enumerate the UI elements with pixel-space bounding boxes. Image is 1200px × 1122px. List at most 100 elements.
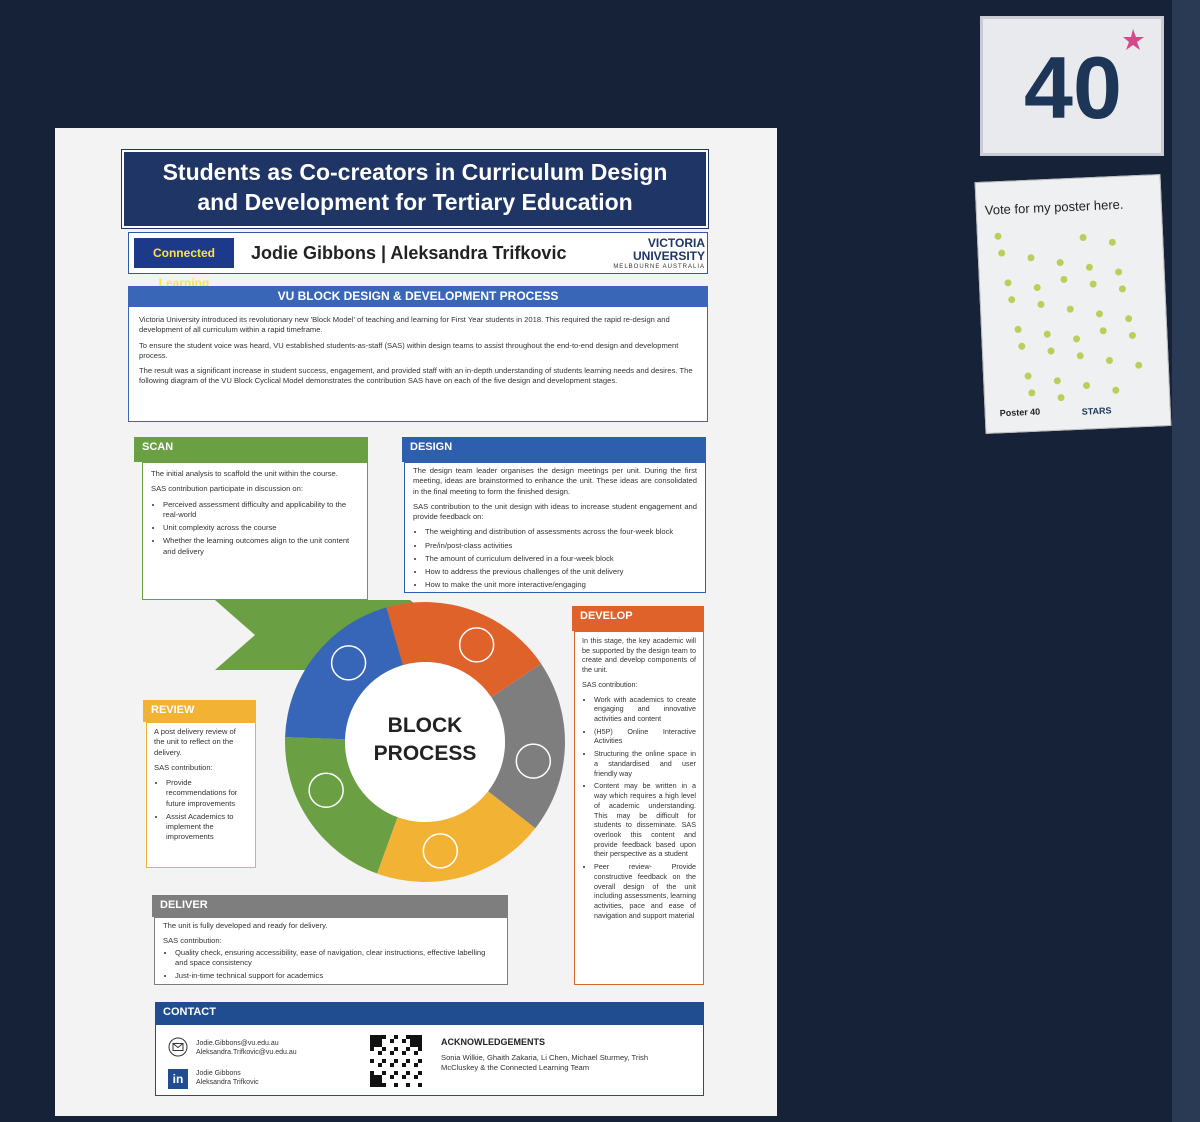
list-item: Jodie.Gibbons@vu.edu.au [196, 1040, 279, 1047]
review-box: A post delivery review of the unit to re… [146, 722, 256, 868]
vote-star [1056, 259, 1064, 267]
qr-cell [370, 1039, 374, 1043]
qr-cell [382, 1035, 386, 1039]
linkedin-list: Jodie Gibbons Aleksandra Trifkovic [196, 1069, 259, 1088]
qr-code [370, 1035, 422, 1087]
vote-star [994, 232, 1002, 240]
qr-cell [394, 1083, 398, 1087]
develop-label: SAS contribution: [582, 679, 638, 689]
ring-segment [386, 602, 542, 698]
qr-cell [406, 1047, 410, 1051]
vote-star [1014, 325, 1022, 333]
qr-cell [418, 1039, 422, 1043]
logo-left: Connected Learning [134, 238, 234, 290]
vote-star [1008, 296, 1016, 304]
stage-icon [308, 772, 344, 808]
vote-star [1057, 394, 1065, 402]
contact-heading: CONTACT [155, 1002, 704, 1024]
ring-segment [377, 791, 536, 882]
vote-star [1085, 263, 1093, 271]
vote-star [1033, 284, 1041, 292]
stage-icon [330, 645, 367, 681]
stage-icon [458, 627, 495, 663]
qr-cell [390, 1039, 394, 1043]
list-item: Aleksandra.Trifkovic@vu.edu.au [196, 1049, 297, 1057]
qr-cell [418, 1035, 422, 1039]
email-list: Jodie.Gibbons@vu.edu.au Aleksandra.Trifko… [196, 1039, 297, 1058]
vote-star [998, 249, 1006, 257]
vote-title: Vote for my poster here. [984, 196, 1124, 218]
logo-right-place: MELBOURNE AUSTRALIA [613, 264, 705, 270]
list-item: To ensure the student voice was heard, V… [139, 340, 679, 360]
vote-star [1073, 335, 1081, 343]
qr-cell [370, 1071, 374, 1075]
contact-box: Jodie.Gibbons@vu.edu.au Aleksandra.Trifko… [155, 1024, 704, 1096]
qr-cell [390, 1063, 394, 1067]
vote-star [1099, 327, 1107, 335]
vote-logo: STARS [1081, 405, 1112, 417]
number-sign: 40 [980, 16, 1164, 156]
qr-cell [410, 1043, 414, 1047]
qr-cell [378, 1083, 382, 1087]
linkedin-icon: in [168, 1069, 188, 1089]
qr-cell [394, 1071, 398, 1075]
qr-cell [374, 1043, 378, 1047]
vote-stars [994, 232, 1143, 402]
qr-cell [382, 1071, 386, 1075]
design-heading: DESIGN [402, 437, 706, 462]
stars-icon [1123, 29, 1144, 50]
design-list: The weighting and distribution of assess… [413, 527, 697, 590]
vote-star [1135, 361, 1143, 369]
list-item: Just-in-time technical support for acade… [175, 971, 499, 981]
vote-star [1060, 275, 1068, 283]
vote-star [1089, 280, 1097, 288]
design-intro: The design team leader organises the des… [413, 466, 697, 496]
qr-cell [370, 1083, 374, 1087]
intro-text: Victoria University introduced its revol… [128, 306, 708, 422]
diagram-center: BLOCK PROCESS [373, 714, 477, 766]
ack-text: Sonia Wilkie, Ghaith Zakaria, Li Chen, M… [441, 1053, 649, 1073]
qr-cell [414, 1063, 418, 1067]
stage-icon [515, 743, 552, 779]
vote-star [1105, 356, 1113, 364]
qr-cell [382, 1083, 386, 1087]
qr-cell [374, 1079, 378, 1083]
design-label: SAS contribution to the unit design with… [413, 501, 697, 521]
sign-number: 40 [1024, 38, 1122, 137]
list-item: Pre/in/post-class activities [425, 541, 697, 551]
review-label: SAS contribution: [154, 762, 213, 772]
deliver-list: Quality check, ensuring accessibility, e… [163, 948, 499, 982]
vote-card: Vote for my poster here. Poster 40 STARS [974, 174, 1172, 434]
vote-star [1079, 233, 1087, 241]
ring-segment [285, 737, 398, 874]
vote-star [1004, 279, 1012, 287]
board-edge [1172, 0, 1200, 1122]
email-icon [168, 1037, 188, 1057]
vote-star [1037, 300, 1045, 308]
qr-cell [418, 1083, 422, 1087]
vote-star [1028, 389, 1036, 397]
qr-cell [414, 1035, 418, 1039]
vote-star [1083, 381, 1091, 389]
develop-list: Work with academics to create engaging a… [582, 695, 696, 921]
design-box: The design team leader organises the des… [404, 462, 706, 593]
qr-cell [402, 1039, 406, 1043]
stage-icon [422, 833, 459, 869]
vote-star [1043, 330, 1051, 338]
qr-cell [378, 1035, 382, 1039]
vote-star [1018, 342, 1026, 350]
ack-heading: ACKNOWLEDGEMENTS [441, 1037, 545, 1047]
list-item: Jodie Gibbons [196, 1070, 241, 1077]
qr-cell [414, 1039, 418, 1043]
review-list: Provide recommendations for future impro… [154, 778, 248, 843]
vote-star [1118, 285, 1126, 293]
scan-intro: The initial analysis to scaffold the uni… [151, 469, 338, 478]
qr-cell [418, 1071, 422, 1075]
list-item: Whether the learning outcomes align to t… [163, 536, 359, 557]
vote-label: Poster 40 [999, 406, 1041, 419]
qr-cell [402, 1051, 406, 1055]
vote-star [1108, 238, 1116, 246]
qr-cell [370, 1079, 374, 1083]
vote-star [1112, 386, 1120, 394]
